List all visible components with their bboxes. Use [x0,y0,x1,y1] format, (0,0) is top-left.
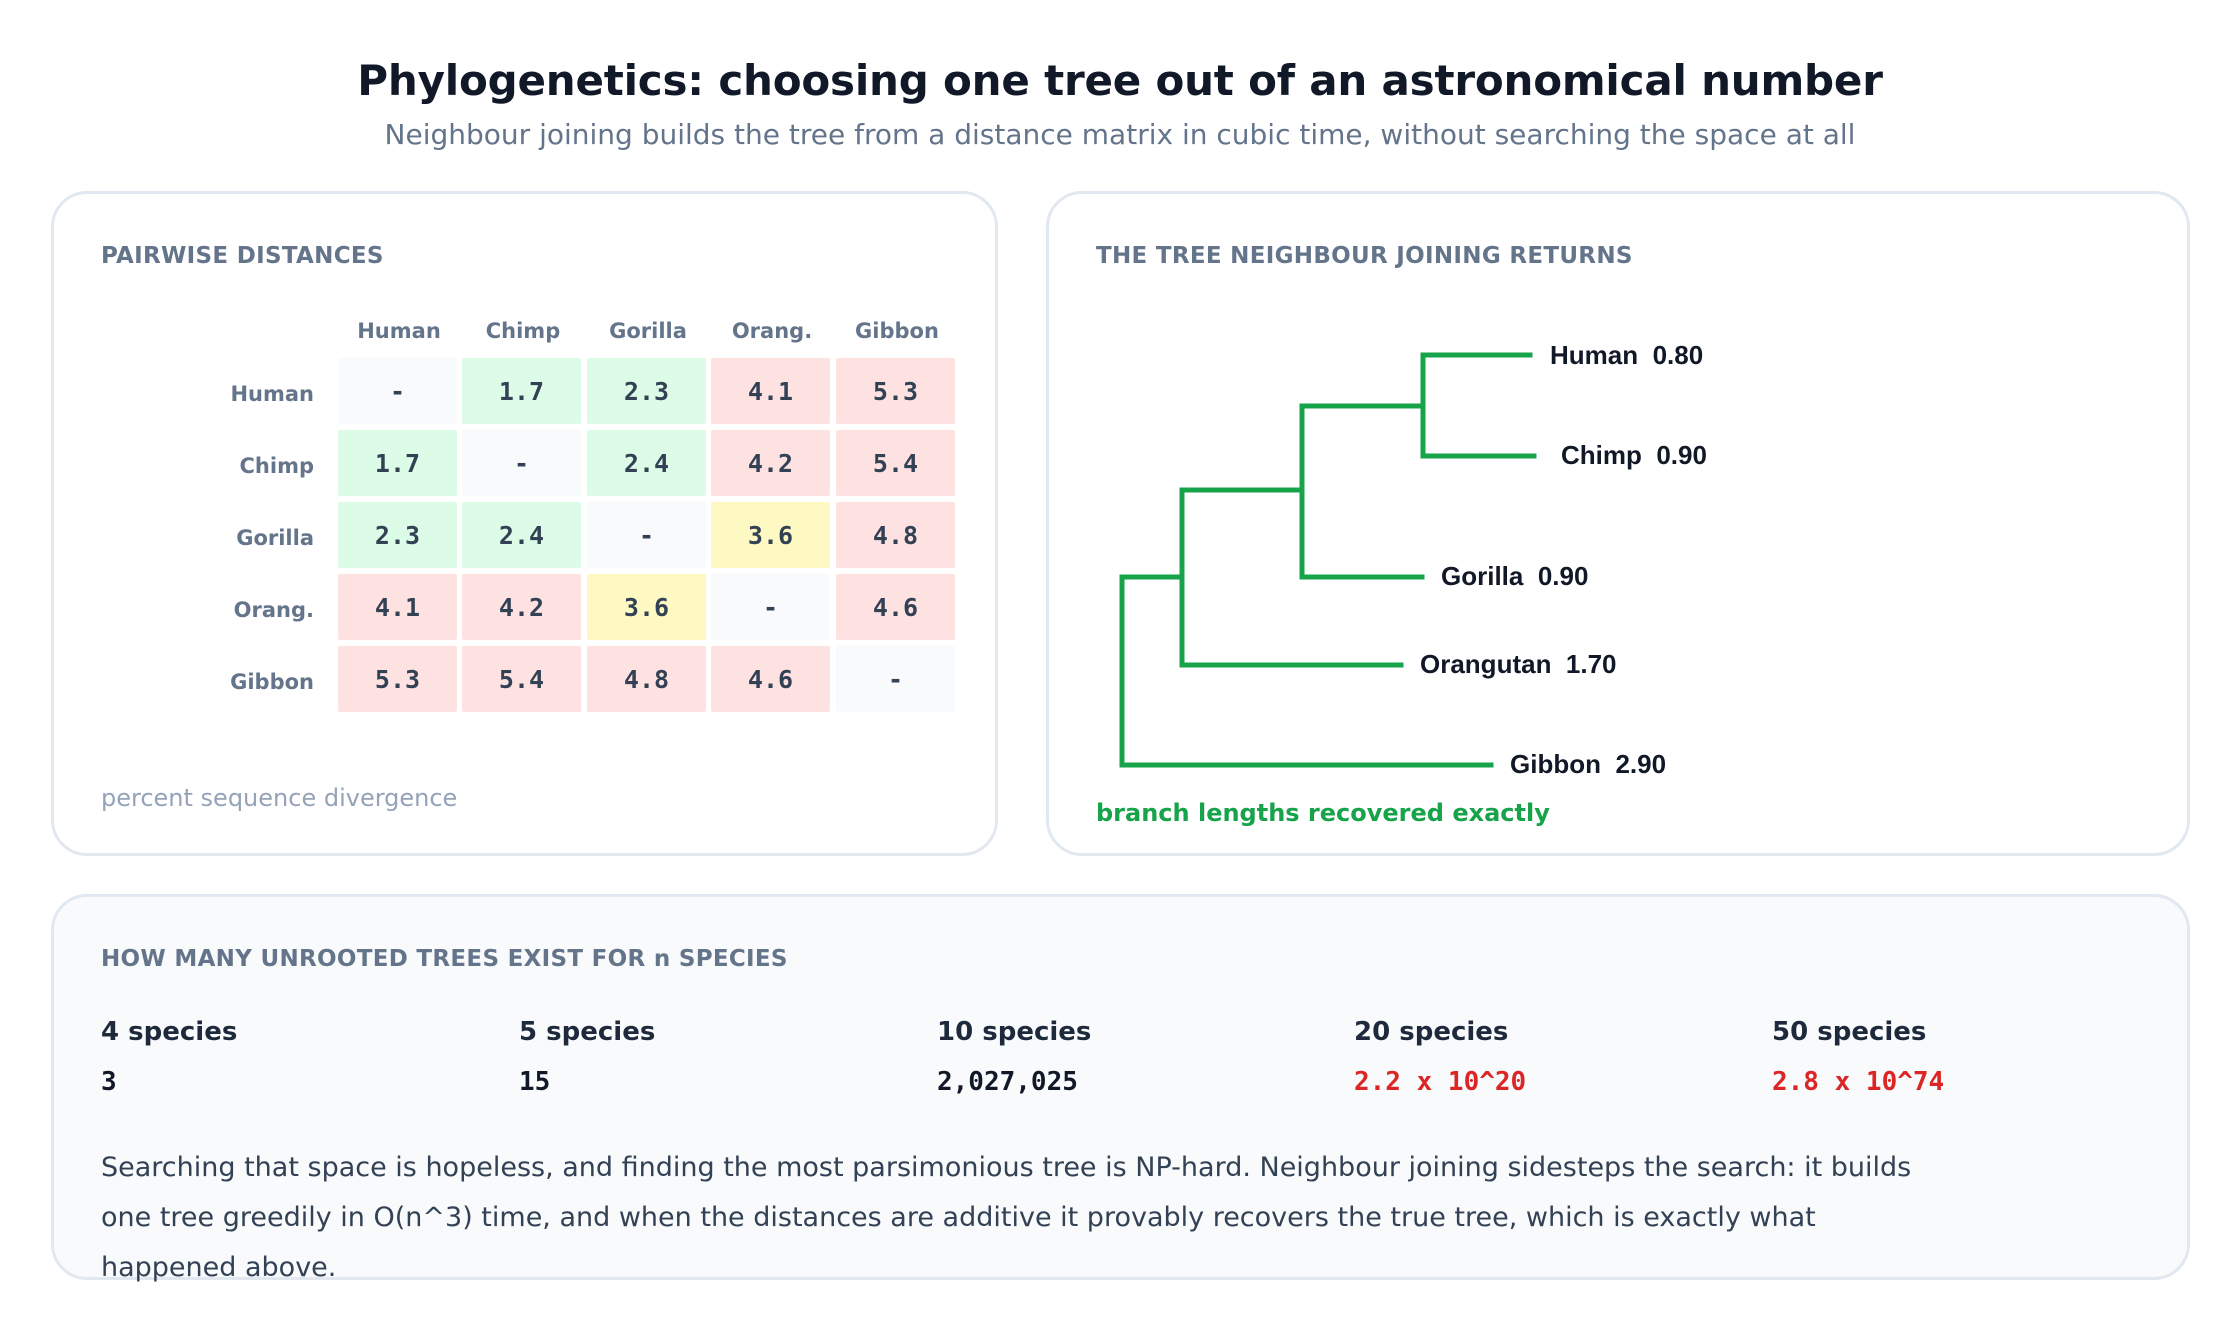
count-label: 10 species [937,1017,1092,1047]
matrix-cell: 4.8 [836,502,955,568]
tree-branch [1299,403,1425,580]
matrix-cell: - [711,574,830,640]
tree-panel: THE TREE NEIGHBOUR JOINING RETURNS Human… [1046,191,2190,856]
tree-heading: THE TREE NEIGHBOUR JOINING RETURNS [1096,243,1633,269]
count-value: 2,027,025 [937,1067,1078,1097]
column-header-orangutan: Orang. [731,319,813,343]
phylogenetic-tree: Human 0.80 Chimp 0.90 Gorilla 0.90 Orang… [1119,340,1707,779]
matrix-cell: 3.6 [711,502,830,568]
count-value: 2.2 x 10^20 [1354,1067,1527,1097]
count-value: 2.8 x 10^74 [1772,1067,1945,1097]
matrix-cell: 2.3 [587,358,706,424]
distance-matrix-heading: PAIRWISE DISTANCES [101,243,384,269]
count-item: 5 species 15 [519,1017,655,1097]
matrix-cell: 2.4 [462,502,581,568]
matrix-cell: 1.7 [462,358,581,424]
matrix-cell: 4.6 [711,646,830,712]
matrix-cell: - [587,502,706,568]
count-label: 20 species [1354,1017,1509,1047]
matrix-cell: 4.1 [338,574,457,640]
matrix-cell: 4.1 [711,358,830,424]
matrix-caption: percent sequence divergence [101,784,458,812]
matrix-cell: - [462,430,581,496]
matrix-cell: 4.6 [836,574,955,640]
matrix-cell: 1.7 [338,430,457,496]
count-item: 10 species 2,027,025 [937,1017,1091,1097]
tree-branch [1119,574,1494,768]
count-item: 50 species 2.8 x 10^74 [1772,1017,1944,1097]
tree-caption: branch lengths recovered exactly [1096,799,1550,827]
tree-branch [1420,352,1537,459]
matrix-cell: 5.4 [462,646,581,712]
row-header-human: Human [230,382,314,406]
page-title: Phylogenetics: choosing one tree out of … [357,56,1883,105]
row-header-gorilla: Gorilla [236,526,314,550]
distance-matrix-panel: PAIRWISE DISTANCES Human Chimp Gorilla O… [51,191,998,856]
tree-count-panel: HOW MANY UNROOTED TREES EXIST FOR n SPEC… [51,894,2190,1283]
matrix-cell: 4.2 [711,430,830,496]
leaf-label-chimp: Chimp 0.90 [1561,440,1707,470]
row-header-orangutan: Orang. [233,598,314,622]
column-header-chimp: Chimp [485,319,561,343]
column-header-gorilla: Gorilla [609,319,687,343]
count-label: 4 species [101,1017,238,1047]
count-value: 15 [519,1067,551,1097]
row-header-gibbon: Gibbon [230,670,314,694]
matrix-cell: 5.3 [836,358,955,424]
count-label: 50 species [1772,1017,1927,1047]
count-item: 4 species 3 [101,1017,237,1097]
matrix-cell: 2.3 [338,502,457,568]
matrix-cell: - [836,646,955,712]
count-item: 20 species 2.2 x 10^20 [1354,1017,1526,1097]
explanation-text: Searching that space is hopeless, and fi… [101,1152,1912,1283]
leaf-label-orangutan: Orangutan 1.70 [1420,649,1617,679]
count-label: 5 species [519,1017,656,1047]
page-subtitle: Neighbour joining builds the tree from a… [384,118,1856,151]
matrix-cell: 4.2 [462,574,581,640]
matrix-cell: 3.6 [587,574,706,640]
leaf-label-gibbon: Gibbon 2.90 [1510,749,1666,779]
tree-count-heading: HOW MANY UNROOTED TREES EXIST FOR n SPEC… [101,946,788,972]
row-header-chimp: Chimp [239,454,314,478]
leaf-label-gorilla: Gorilla 0.90 [1441,561,1588,591]
matrix-cell: - [338,358,457,424]
column-header-gibbon: Gibbon [855,319,939,343]
matrix-cell: 5.3 [338,646,457,712]
matrix-cell: 4.8 [587,646,706,712]
column-header-human: Human [357,319,441,343]
matrix-cell: 2.4 [587,430,706,496]
leaf-label-human: Human 0.80 [1550,340,1703,370]
matrix-cell: 5.4 [836,430,955,496]
count-value: 3 [101,1067,117,1097]
